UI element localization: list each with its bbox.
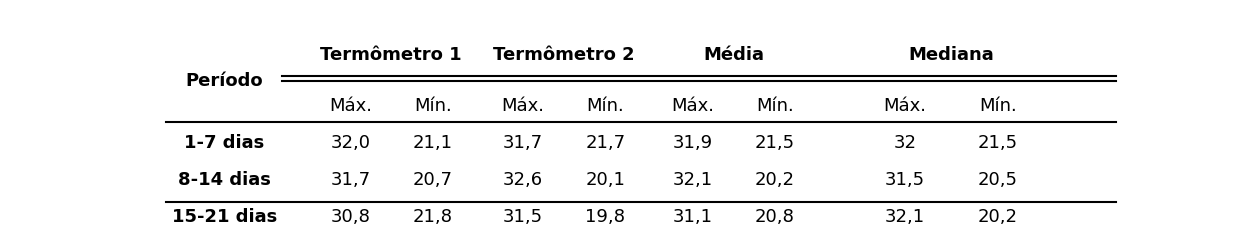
- Text: 21,7: 21,7: [585, 134, 626, 152]
- Text: 31,5: 31,5: [503, 208, 543, 226]
- Text: 21,5: 21,5: [978, 134, 1018, 152]
- Text: 32,1: 32,1: [884, 208, 924, 226]
- Text: Termômetro 1: Termômetro 1: [320, 46, 462, 64]
- Text: 21,5: 21,5: [754, 134, 794, 152]
- Text: Período: Período: [185, 72, 263, 90]
- Text: 32,6: 32,6: [503, 171, 543, 189]
- Text: 21,8: 21,8: [413, 208, 453, 226]
- Text: 31,7: 31,7: [503, 134, 543, 152]
- Text: 20,7: 20,7: [413, 171, 453, 189]
- Text: Mediana: Mediana: [908, 46, 995, 64]
- Text: Máx.: Máx.: [329, 97, 372, 115]
- Text: 20,2: 20,2: [754, 171, 794, 189]
- Text: 20,8: 20,8: [756, 208, 794, 226]
- Text: 20,1: 20,1: [585, 171, 626, 189]
- Text: 30,8: 30,8: [330, 208, 370, 226]
- Text: Mín.: Mín.: [414, 97, 452, 115]
- Text: Mín.: Mín.: [756, 97, 794, 115]
- Text: Média: Média: [704, 46, 764, 64]
- Text: 32,0: 32,0: [330, 134, 370, 152]
- Text: 1-7 dias: 1-7 dias: [184, 134, 264, 152]
- Text: 20,2: 20,2: [978, 208, 1018, 226]
- Text: 31,9: 31,9: [673, 134, 713, 152]
- Text: Mín.: Mín.: [980, 97, 1017, 115]
- Text: 8-14 dias: 8-14 dias: [178, 171, 270, 189]
- Text: 21,1: 21,1: [413, 134, 453, 152]
- Text: 31,5: 31,5: [884, 171, 924, 189]
- Text: 31,7: 31,7: [330, 171, 370, 189]
- Text: Máx.: Máx.: [883, 97, 926, 115]
- Text: 32: 32: [893, 134, 916, 152]
- Text: 31,1: 31,1: [673, 208, 713, 226]
- Text: 15-21 dias: 15-21 dias: [171, 208, 276, 226]
- Text: Termômetro 2: Termômetro 2: [493, 46, 634, 64]
- Text: 32,1: 32,1: [673, 171, 713, 189]
- Text: 20,5: 20,5: [978, 171, 1018, 189]
- Text: Máx.: Máx.: [502, 97, 544, 115]
- Text: Máx.: Máx.: [671, 97, 714, 115]
- Text: 19,8: 19,8: [585, 208, 626, 226]
- Text: Mín.: Mín.: [587, 97, 624, 115]
